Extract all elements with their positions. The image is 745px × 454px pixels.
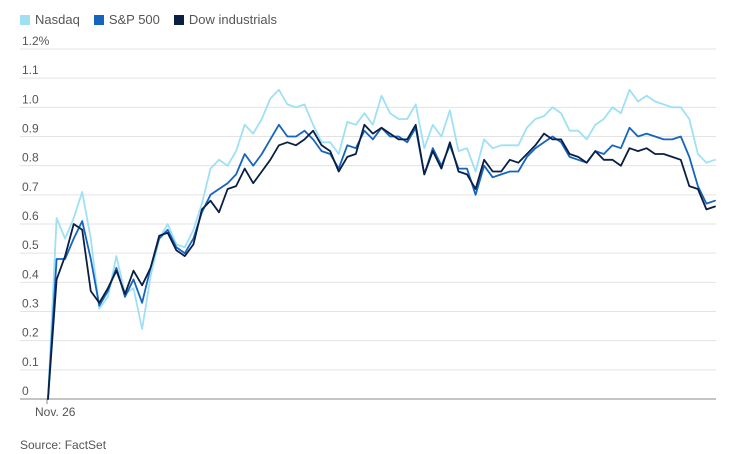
legend-swatch-sp500 (93, 14, 104, 25)
legend-item-sp500: S&P 500 (93, 12, 160, 27)
series-lines (47, 88, 716, 400)
y-tick-label: 0.3 (22, 297, 39, 311)
legend-label-sp500: S&P 500 (108, 12, 160, 27)
x-tick-label: Nov. 26 (35, 405, 76, 419)
y-tick-label: 0.1 (22, 355, 39, 369)
y-tick-label: 0.8 (22, 151, 39, 165)
y-tick-labels: 1.2% 1.1 1.0 0.9 0.8 0.7 0.6 0.5 0.4 0.3 0.2 0.1 0 (22, 34, 50, 398)
legend-item-nasdaq: Nasdaq (20, 12, 80, 27)
legend-swatch-nasdaq (20, 14, 30, 25)
y-tick-label: 1.1 (22, 63, 39, 77)
y-tick-label: 0.6 (22, 209, 39, 223)
y-tick-label: 0.2 (22, 326, 39, 340)
y-tick-label: 0.9 (22, 122, 39, 136)
source-note: Source: FactSet (20, 438, 107, 452)
y-tick-label: 0.4 (22, 267, 39, 281)
y-tick-label: 0.5 (22, 238, 39, 252)
legend-item-dow: Dow industrials (173, 12, 278, 27)
chart-legend: Nasdaq S&P 500 Dow industrials (20, 12, 277, 27)
y-tick-label: 1.2% (22, 34, 50, 48)
legend-swatch-dow (173, 14, 184, 25)
legend-label-dow: Dow industrials (188, 12, 278, 27)
legend-label-nasdaq: Nasdaq (35, 12, 80, 27)
grid-lines (20, 48, 716, 371)
series-line-dow (47, 123, 716, 400)
y-tick-label: 0.7 (22, 180, 39, 194)
x-axis: Nov. 26 (20, 398, 716, 419)
y-tick-label: 0 (22, 384, 29, 398)
y-tick-label: 1.0 (22, 92, 39, 106)
